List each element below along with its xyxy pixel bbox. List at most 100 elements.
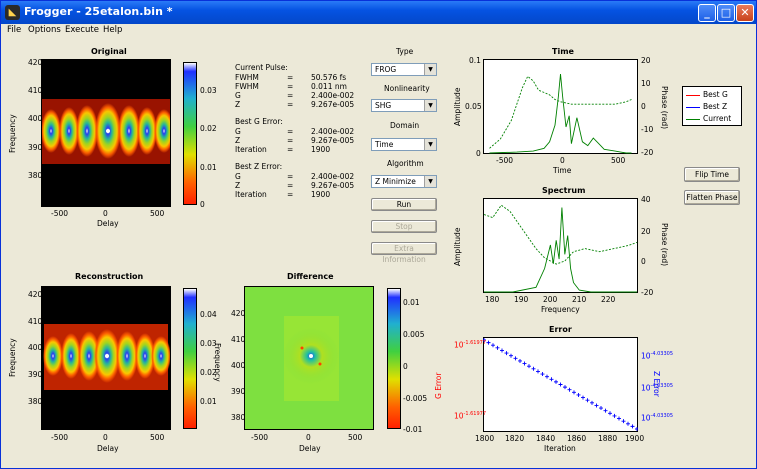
domain-select[interactable]: Time ▼ — [371, 138, 437, 151]
spectrum-xlabel: Frequency — [541, 305, 580, 314]
menu-help[interactable]: Help — [103, 25, 123, 35]
reconstruction-colorbar — [183, 288, 197, 429]
best-z-row: Z = 9.267e-005 — [235, 181, 381, 190]
error-axes — [483, 337, 638, 432]
time-y2tick: -20 — [641, 148, 654, 157]
plot-frame — [483, 198, 638, 293]
original-cbar-tick: 0 — [200, 200, 205, 209]
legend: Best G Best Z Current — [682, 86, 742, 126]
title-bar[interactable]: ◣ Frogger - 25etalon.bin * _ □ ✕ — [1, 1, 756, 24]
legend-swatch — [686, 106, 700, 108]
stop-button[interactable]: Stop — [371, 220, 437, 233]
reconstruction-xtick: 500 — [150, 433, 165, 442]
best-g-row: Iteration = 1900 — [235, 145, 381, 154]
best-g-equals: = — [287, 136, 294, 145]
error-marker — [554, 379, 558, 384]
error-ylabel: G Error — [434, 372, 443, 399]
best-z-key: Iteration — [235, 190, 267, 199]
nonlinearity-label: Nonlinearity — [384, 84, 430, 93]
error-y2tick: 10-4.03305 — [641, 383, 674, 393]
best-g-row: Z = 9.267e-005 — [235, 136, 381, 145]
difference-title: Difference — [287, 272, 334, 281]
menu-file[interactable]: File — [7, 25, 22, 35]
best-z-equals: = — [287, 190, 294, 199]
chevron-down-icon[interactable]: ▼ — [424, 64, 436, 75]
error-marker — [491, 343, 495, 348]
best-z-row: G = 2.400e-002 — [235, 172, 381, 181]
extra-information-button[interactable]: Extra Information — [371, 242, 437, 264]
original-ytick: 410 — [28, 86, 43, 95]
run-button[interactable]: Run — [371, 198, 437, 211]
best-z-value: 1900 — [311, 190, 331, 199]
error-xtick: 1800 — [475, 434, 495, 443]
reconstruction-cbar-tick: 0.02 — [200, 368, 217, 377]
maximize-button[interactable]: □ — [717, 4, 735, 22]
time-ytick: 0.1 — [469, 56, 481, 65]
close-button[interactable]: ✕ — [736, 4, 754, 22]
reconstruction-ytick: 390 — [28, 370, 43, 379]
best-g-value: 1900 — [311, 145, 331, 154]
current-pulse-equals: = — [287, 82, 294, 91]
reconstruction-ytick: 410 — [28, 317, 43, 326]
reconstruction-xtick: 0 — [103, 433, 108, 442]
error-marker — [518, 358, 522, 363]
reconstruction-ytick: 420 — [28, 290, 43, 299]
current-pulse-key: FWHM — [235, 73, 259, 82]
minimize-button[interactable]: _ — [698, 4, 716, 22]
spectrum-y2tick: 40 — [641, 195, 651, 204]
type-select[interactable]: FROG ▼ — [371, 63, 437, 76]
legend-swatch — [686, 118, 700, 120]
spectrum-xtick: 180 — [485, 295, 500, 304]
type-label: Type — [396, 47, 414, 56]
error-marker — [621, 419, 626, 424]
spectrum-y2tick: -20 — [641, 288, 654, 297]
best-z-value: 2.400e-002 — [311, 172, 355, 181]
chevron-down-icon[interactable]: ▼ — [424, 176, 436, 187]
chevron-down-icon[interactable]: ▼ — [424, 139, 436, 150]
menu-execute[interactable]: Execute — [65, 25, 99, 35]
current-pulse-row: FWHM = 50.576 fs — [235, 73, 381, 82]
spectrum-y2tick: 0 — [641, 257, 646, 266]
difference-cbar-tick: 0.01 — [403, 298, 420, 307]
time-y2label: Phase (rad) — [660, 86, 669, 130]
spectrum-y2tick: 20 — [641, 227, 651, 236]
difference-cbar-tick: 0 — [403, 362, 408, 371]
type-value: FROG — [375, 65, 397, 74]
difference-ytick: 380 — [231, 413, 246, 422]
best-g-equals: = — [287, 145, 294, 154]
error-marker — [540, 372, 545, 377]
best-g-value: 9.267e-005 — [311, 136, 355, 145]
flatten-phase-button[interactable]: Flatten Phase — [684, 190, 740, 205]
error-marker — [617, 416, 621, 421]
difference-cbar-tick: -0.01 — [403, 425, 423, 434]
error-marker — [594, 403, 599, 408]
original-cbar-tick: 0.03 — [200, 86, 217, 95]
chevron-down-icon[interactable]: ▼ — [424, 100, 436, 111]
best-g-equals: = — [287, 127, 294, 136]
nonlinearity-select[interactable]: SHG ▼ — [371, 99, 437, 112]
reconstruction-cbar-tick: 0.01 — [200, 397, 217, 406]
original-heatmap — [41, 59, 171, 207]
best-z-heading: Best Z Error: — [235, 162, 283, 171]
error-marker — [581, 395, 585, 400]
pulse-info: Current Pulse: FWHM = 50.576 fs FWHM = 0.011 … — [235, 63, 381, 199]
time-ytick: 0.05 — [465, 102, 482, 111]
algorithm-select[interactable]: Z Minimize ▼ — [371, 175, 437, 188]
difference-xlabel: Delay — [299, 444, 321, 453]
reconstruction-cbar-tick: 0.03 — [200, 339, 217, 348]
current-pulse-equals: = — [287, 100, 294, 109]
original-title: Original — [91, 47, 127, 56]
time-title: Time — [552, 47, 574, 56]
difference-xtick: 500 — [348, 433, 363, 442]
original-ytick: 390 — [28, 143, 43, 152]
current-pulse-row: G = 2.400e-002 — [235, 91, 381, 100]
original-ytick: 420 — [28, 58, 43, 67]
spectrum-xtick: 190 — [514, 295, 529, 304]
spectrum-axes — [483, 198, 638, 293]
error-xtick: 1840 — [536, 434, 556, 443]
domain-label: Domain — [390, 121, 420, 130]
flip-time-button[interactable]: Flip Time — [684, 167, 740, 182]
series-amplitude-line — [489, 73, 632, 154]
menu-options[interactable]: Options — [28, 25, 61, 35]
